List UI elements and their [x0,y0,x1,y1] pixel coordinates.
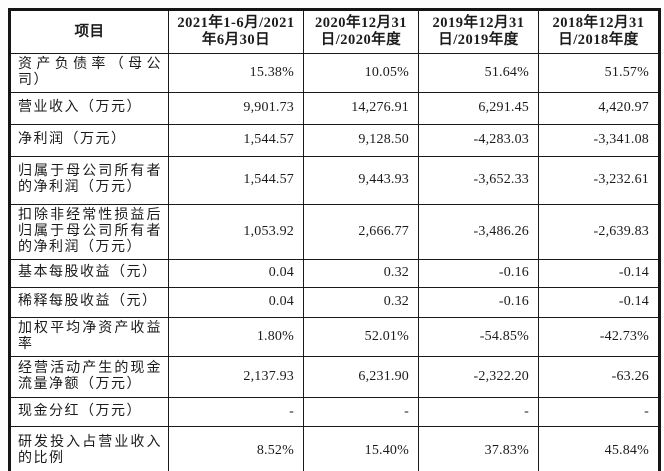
value-cell: -42.73% [538,316,660,357]
value-cell: - [418,396,539,427]
value-cell: -3,341.08 [538,123,660,157]
header-cell-item: 项目 [9,9,169,54]
value-cell: 0.32 [303,286,419,318]
value-cell: 0.04 [168,258,304,288]
row-label: 归属于母公司所有者的净利润（万元） [9,155,169,205]
table-row: 稀释每股收益（元） 0.04 0.32 -0.16 -0.14 [9,286,660,318]
value-cell: - [303,396,419,427]
value-cell: 1.80% [168,316,304,357]
row-label: 稀释每股收益（元） [9,286,169,318]
value-cell: 9,128.50 [303,123,419,157]
value-cell: 15.40% [303,425,419,471]
header-cell-2018: 2018年12月31日/2018年度 [538,9,660,54]
value-cell: 0.32 [303,258,419,288]
header-cell-2020: 2020年12月31日/2020年度 [303,9,419,54]
table-row: 基本每股收益（元） 0.04 0.32 -0.16 -0.14 [9,258,660,288]
table-row: 经营活动产生的现金流量净额（万元） 2,137.93 6,231.90 -2,322.… [9,355,660,398]
value-cell: 10.05% [303,53,419,93]
table-row: 归属于母公司所有者的净利润（万元） 1,544.57 9,443.93 -3,652.… [9,155,660,205]
value-cell: 8.52% [168,425,304,471]
row-label: 基本每股收益（元） [9,258,169,288]
value-cell: 14,276.91 [303,91,419,125]
table-row: 扣除非经常性损益后归属于母公司所有者的净利润（万元） 1,053.92 2,666.… [9,203,660,260]
value-cell: -0.14 [538,286,660,318]
value-cell: 51.57% [538,53,660,93]
value-cell: -0.16 [418,258,539,288]
value-cell: -2,639.83 [538,203,660,260]
table-row: 现金分红（万元） - - - - [9,396,660,427]
value-cell: -0.16 [418,286,539,318]
value-cell: - [538,396,660,427]
value-cell: 6,291.45 [418,91,539,125]
value-cell: 51.64% [418,53,539,93]
value-cell: 9,443.93 [303,155,419,205]
value-cell: 45.84% [538,425,660,471]
value-cell: -3,232.61 [538,155,660,205]
row-label: 加权平均净资产收益率 [9,316,169,357]
row-label: 营业收入（万元） [9,91,169,125]
value-cell: 1,544.57 [168,123,304,157]
row-label: 资产负债率（母公司） [9,53,169,93]
value-cell: 15.38% [168,53,304,93]
row-label: 扣除非经常性损益后归属于母公司所有者的净利润（万元） [9,203,169,260]
header-cell-2021: 2021年1-6月/2021年6月30日 [168,9,304,54]
table-row: 营业收入（万元） 9,901.73 14,276.91 6,291.45 4,420.9… [9,91,660,125]
row-label: 研发投入占营业收入的比例 [9,425,169,471]
value-cell: -3,652.33 [418,155,539,205]
table-body: 资产负债率（母公司） 15.38% 10.05% 51.64% 51.57% 营业收入（万… [9,53,660,471]
value-cell: - [168,396,304,427]
value-cell: 2,666.77 [303,203,419,260]
value-cell: -2,322.20 [418,355,539,398]
value-cell: 1,053.92 [168,203,304,260]
table-header: 项目 2021年1-6月/2021年6月30日 2020年12月31日/2020… [9,9,660,54]
value-cell: -0.14 [538,258,660,288]
value-cell: 0.04 [168,286,304,318]
value-cell: 9,901.73 [168,91,304,125]
value-cell: -54.85% [418,316,539,357]
header-cell-2019: 2019年12月31日/2019年度 [418,9,539,54]
value-cell: -63.26 [538,355,660,398]
value-cell: 6,231.90 [303,355,419,398]
value-cell: 2,137.93 [168,355,304,398]
value-cell: 1,544.57 [168,155,304,205]
row-label: 现金分红（万元） [9,396,169,427]
value-cell: 52.01% [303,316,419,357]
header-row: 项目 2021年1-6月/2021年6月30日 2020年12月31日/2020… [9,9,660,54]
table-row: 加权平均净资产收益率 1.80% 52.01% -54.85% -42.73% [9,316,660,357]
row-label: 净利润（万元） [9,123,169,157]
value-cell: 4,420.97 [538,91,660,125]
value-cell: -3,486.26 [418,203,539,260]
table-row: 净利润（万元） 1,544.57 9,128.50 -4,283.03 -3,341.0… [9,123,660,157]
table-row: 研发投入占营业收入的比例 8.52% 15.40% 37.83% 45.84% [9,425,660,471]
table-row: 资产负债率（母公司） 15.38% 10.05% 51.64% 51.57% [9,53,660,93]
financial-indicators-table: 项目 2021年1-6月/2021年6月30日 2020年12月31日/2020… [8,8,661,471]
value-cell: 37.83% [418,425,539,471]
row-label: 经营活动产生的现金流量净额（万元） [9,355,169,398]
value-cell: -4,283.03 [418,123,539,157]
